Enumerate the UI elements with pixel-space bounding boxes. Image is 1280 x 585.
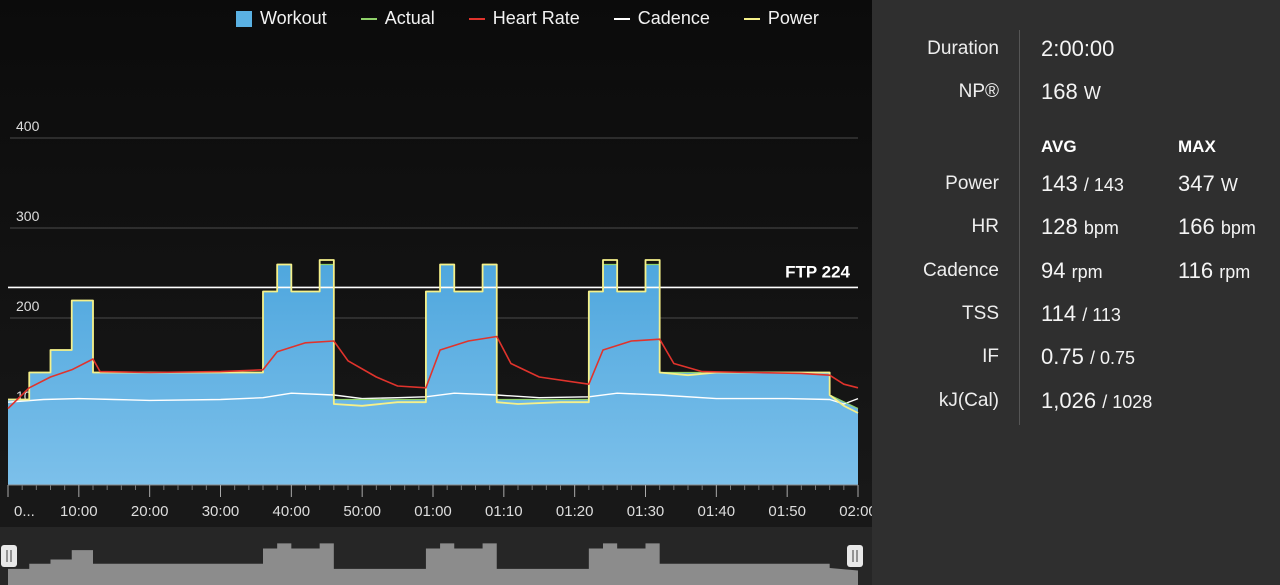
- legend-cadence[interactable]: Cadence: [613, 8, 710, 29]
- legend-label: Power: [767, 8, 819, 28]
- chart-panel: 400 300 200 10 FTP 224 0... 10:00 20:00 30:00 40:…: [0, 0, 872, 585]
- y-tick-label: 200: [16, 298, 40, 314]
- range-navigator[interactable]: [0, 0, 872, 585]
- kj-label: kJ(Cal): [938, 390, 999, 411]
- kj-sub: / 1028: [1102, 392, 1153, 412]
- legend-power[interactable]: Power: [743, 8, 819, 29]
- hr-label: HR: [971, 216, 999, 237]
- power-max-unit: W: [1220, 175, 1238, 195]
- legend-heart-rate[interactable]: Heart Rate: [468, 8, 580, 29]
- legend-label: Workout: [260, 8, 327, 28]
- tss-value: 114: [1041, 301, 1077, 326]
- actual-swatch: [360, 17, 377, 20]
- cadence-avg-value: 94: [1041, 258, 1066, 283]
- duration-value: 2:00:00: [1041, 36, 1115, 61]
- np-unit: W: [1083, 83, 1101, 103]
- x-tick-label: 02:00: [839, 503, 872, 520]
- legend-actual[interactable]: Actual: [360, 8, 435, 29]
- navigator-workout-area: [8, 543, 858, 585]
- y-tick-label: 400: [16, 118, 40, 134]
- np-value: 168 W: [1041, 79, 1101, 105]
- x-tick-label: 50:00: [343, 503, 381, 520]
- x-tick-label: 30:00: [202, 503, 240, 520]
- if-label: IF: [982, 346, 999, 367]
- tss-label: TSS: [962, 303, 999, 324]
- power-avg-value: 143: [1041, 171, 1078, 196]
- cadence-max-unit: rpm: [1219, 262, 1251, 282]
- hr-max-unit: bpm: [1220, 218, 1256, 238]
- stats-panel: Duration 2:00:00 NP® 168 W AVG MAX Power…: [872, 0, 1280, 585]
- hr-max-value: 166: [1178, 214, 1215, 239]
- cadence-max-value: 116: [1178, 258, 1214, 283]
- cadence-swatch: [613, 17, 630, 20]
- tss-sub: / 113: [1082, 305, 1121, 325]
- x-tick-label: 40:00: [273, 503, 311, 520]
- x-tick-label: 10:00: [60, 503, 98, 520]
- x-tick-label: 01:40: [698, 503, 736, 520]
- kj-avg: 1,026 / 1028: [1041, 388, 1152, 414]
- legend-workout[interactable]: Workout: [236, 8, 327, 29]
- legend-label: Cadence: [637, 8, 710, 28]
- hr-avg: 128 bpm: [1041, 214, 1119, 240]
- x-tick-label: 20:00: [131, 503, 169, 520]
- power-max: 347 W: [1178, 171, 1238, 197]
- y-tick-label: 300: [16, 208, 40, 224]
- power-swatch: [743, 17, 760, 20]
- power-max-value: 347: [1178, 171, 1215, 196]
- if-avg: 0.75 / 0.75: [1041, 344, 1135, 370]
- heart-rate-swatch: [468, 17, 485, 20]
- np-label: NP®: [958, 81, 999, 102]
- stats-divider: [1019, 30, 1020, 425]
- power-label: Power: [945, 173, 999, 194]
- np-number: 168: [1041, 79, 1078, 104]
- navigator-handle-left[interactable]: [1, 545, 17, 567]
- cadence-avg-sub: rpm: [1071, 262, 1103, 282]
- x-tick-label: 01:00: [414, 503, 452, 520]
- hr-avg-sub: bpm: [1083, 218, 1119, 238]
- kj-value: 1,026: [1041, 388, 1097, 413]
- power-avg: 143 / 143: [1041, 171, 1124, 197]
- x-tick-label: 0...: [14, 503, 35, 520]
- if-sub: / 0.75: [1089, 348, 1135, 368]
- workout-area: [8, 264, 858, 485]
- x-tick-label: 01:30: [627, 503, 665, 520]
- legend-label: Heart Rate: [492, 8, 580, 28]
- navigator-handle-right[interactable]: [847, 545, 863, 567]
- duration-label: Duration: [927, 38, 999, 59]
- max-header: MAX: [1178, 137, 1216, 156]
- workout-swatch: [236, 10, 252, 27]
- hr-max: 166 bpm: [1178, 214, 1256, 240]
- cadence-label: Cadence: [922, 260, 999, 281]
- power-avg-sub: / 143: [1083, 175, 1124, 195]
- hr-avg-value: 128: [1041, 214, 1078, 239]
- x-tick-label: 01:50: [768, 503, 806, 520]
- x-tick-label: 01:10: [485, 503, 523, 520]
- legend-label: Actual: [384, 8, 435, 28]
- chart-legend: Workout Actual Heart Rate Cadence Power: [236, 8, 819, 29]
- avg-header: AVG: [1041, 137, 1077, 156]
- ftp-label: FTP 224: [785, 262, 850, 281]
- x-tick-label: 01:20: [556, 503, 594, 520]
- heart-rate-line: [7, 335, 859, 410]
- if-value: 0.75: [1041, 344, 1084, 369]
- tss-avg: 114 / 113: [1041, 301, 1121, 327]
- cadence-avg: 94 rpm: [1041, 258, 1103, 284]
- cadence-max: 116 rpm: [1178, 258, 1250, 284]
